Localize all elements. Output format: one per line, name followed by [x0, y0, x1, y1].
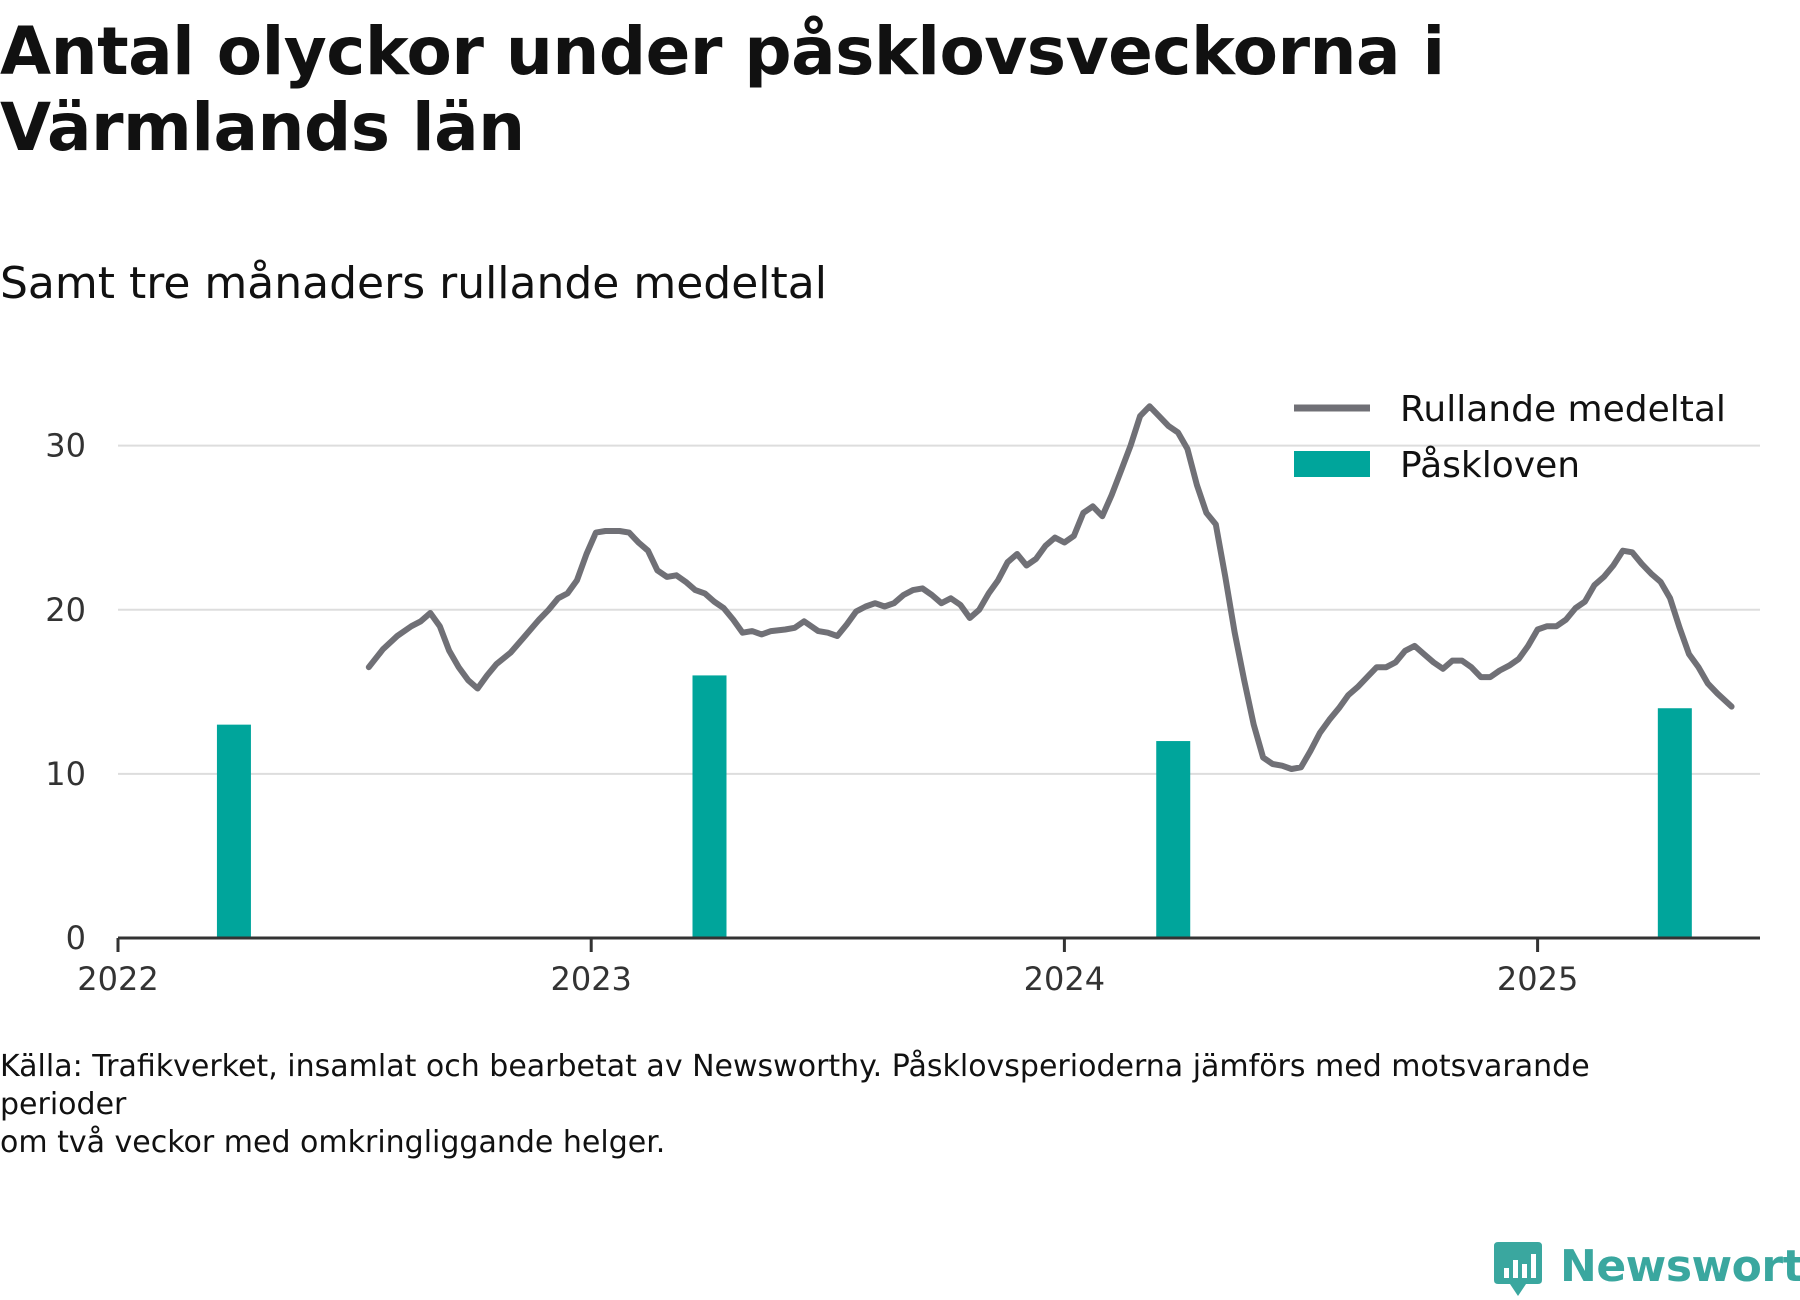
axes: 0 10 20 30 2022 2023 2024 2025 — [45, 427, 1760, 998]
x-tick-label: 2022 — [77, 960, 158, 998]
legend: Rullande medeltal Påskloven — [1294, 389, 1726, 486]
y-tick-label: 10 — [45, 755, 86, 793]
bar — [692, 675, 727, 938]
y-tick-label: 20 — [45, 591, 86, 629]
y-tick-label: 30 — [45, 427, 86, 465]
chart-subtitle: Samt tre månaders rullande medeltal — [0, 258, 827, 309]
x-tick-label: 2023 — [550, 960, 631, 998]
line-series — [365, 403, 1735, 772]
newsworthy-logo[interactable]: Newsworthy — [1492, 1240, 1800, 1300]
bar — [1657, 708, 1692, 938]
line-series-path — [365, 403, 1735, 772]
legend-bar-swatch — [1294, 451, 1370, 477]
legend-label-bar: Påskloven — [1400, 445, 1580, 486]
y-tick-label: 0 — [66, 919, 86, 957]
newsworthy-logo-text: Newsworthy — [1560, 1241, 1800, 1292]
source-note: Källa: Trafikverket, insamlat och bearbe… — [0, 1049, 1590, 1160]
gridlines — [118, 444, 1760, 775]
legend-label-line: Rullande medeltal — [1400, 389, 1726, 430]
chart-title: Antal olyckor under påsklovsveckorna i V… — [0, 13, 1445, 166]
bar — [216, 724, 251, 938]
bar — [1156, 741, 1191, 938]
newsworthy-logo-icon — [1494, 1242, 1542, 1296]
x-tick-label: 2024 — [1024, 960, 1105, 998]
x-tick-label: 2025 — [1497, 960, 1578, 998]
chart-area: 0 10 20 30 2022 2023 2024 2025 Rullande medelta… — [45, 389, 1760, 998]
bar-series — [216, 675, 1692, 938]
